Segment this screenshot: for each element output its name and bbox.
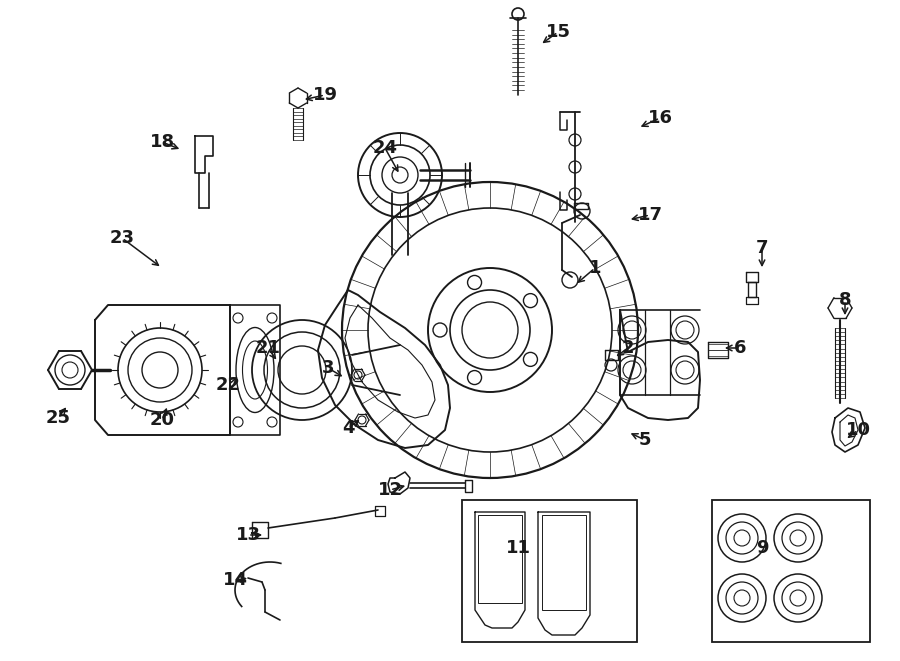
Bar (478, 515, 522, 603)
Text: 13: 13 (236, 526, 260, 544)
Bar (542, 515, 586, 610)
Text: 5: 5 (639, 431, 652, 449)
Text: 15: 15 (545, 23, 571, 41)
Text: 2: 2 (622, 339, 634, 357)
Text: 11: 11 (506, 539, 530, 557)
Text: 20: 20 (149, 411, 175, 429)
Text: 14: 14 (222, 571, 248, 589)
Bar (462, 500, 637, 642)
Text: 1: 1 (589, 259, 601, 277)
Text: 23: 23 (110, 229, 134, 247)
Text: 6: 6 (734, 339, 746, 357)
Text: 21: 21 (256, 339, 281, 357)
Text: 19: 19 (312, 86, 338, 104)
Text: 4: 4 (342, 419, 355, 437)
Text: 17: 17 (637, 206, 662, 224)
Bar (712, 500, 870, 642)
Text: 9: 9 (756, 539, 769, 557)
Text: 22: 22 (215, 376, 240, 394)
Text: 18: 18 (149, 133, 175, 151)
Text: 24: 24 (373, 139, 398, 157)
Text: 3: 3 (322, 359, 334, 377)
Text: 12: 12 (377, 481, 402, 499)
Text: 8: 8 (839, 291, 851, 309)
Text: 7: 7 (756, 239, 769, 257)
Text: 25: 25 (46, 409, 70, 427)
Text: 16: 16 (647, 109, 672, 127)
Text: 10: 10 (845, 421, 870, 439)
